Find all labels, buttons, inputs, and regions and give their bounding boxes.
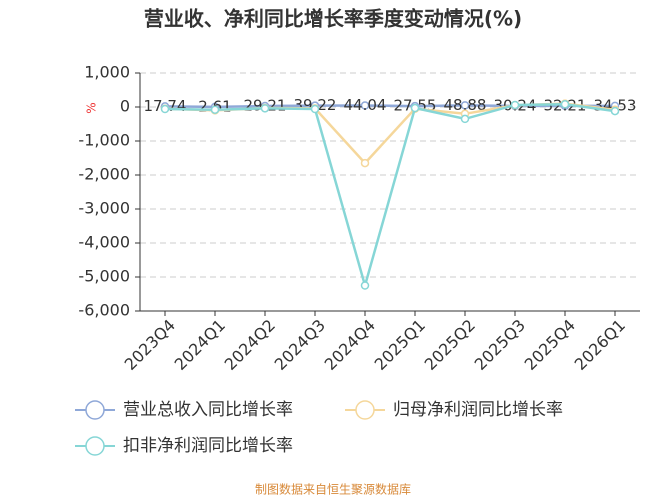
legend-marker — [85, 436, 105, 456]
legend-label: 营业总收入同比增长率 — [123, 400, 293, 420]
point — [610, 106, 620, 116]
x-tick-label: 2024Q1 — [171, 316, 229, 374]
series-line — [164, 103, 616, 291]
y-tick-label: -4,000 — [78, 233, 130, 252]
x-tick-label: 2025Q1 — [371, 316, 429, 374]
point — [460, 114, 470, 124]
footer: 制图数据来自恒生聚源数据库 — [255, 482, 411, 497]
x-tick-label: 2024Q2 — [221, 316, 279, 374]
point — [160, 104, 170, 114]
x-tick-label: 2026Q1 — [571, 316, 629, 374]
x-tick-label: 2025Q3 — [471, 316, 529, 374]
series-line — [164, 104, 616, 109]
point — [310, 104, 320, 114]
x-tick-label: 2025Q4 — [521, 316, 579, 374]
y-tick-label: 1,000 — [84, 63, 130, 82]
point — [360, 158, 370, 168]
data-label: 44.04 — [344, 96, 387, 114]
point — [410, 103, 420, 113]
point — [460, 101, 470, 110]
point — [210, 105, 220, 114]
y-tick-label: -3,000 — [78, 199, 130, 218]
x-tick-label: 2025Q2 — [421, 316, 479, 374]
point — [560, 100, 570, 109]
x-tick-label: 2023Q4 — [121, 316, 179, 374]
point — [260, 104, 270, 113]
x-tick-label: 2024Q3 — [271, 316, 329, 374]
legend-label: 归母净利润同比增长率 — [393, 400, 563, 420]
x-tick-label: 2024Q4 — [321, 316, 379, 374]
point — [360, 101, 370, 110]
y-tick-label: 0 — [120, 97, 130, 116]
chart-title: 营业收、净利同比增长率季度变动情况(%) — [144, 7, 522, 31]
y-tick-label: -2,000 — [78, 165, 130, 184]
point — [360, 281, 370, 290]
y-tick-label: -6,000 — [78, 301, 130, 320]
legend-label: 扣非净利润同比增长率 — [123, 436, 293, 456]
legend-marker — [85, 400, 105, 420]
point — [510, 100, 520, 110]
legend-marker — [355, 400, 375, 420]
data-label: 48.88 — [444, 96, 487, 114]
y-tick-label: -5,000 — [78, 267, 130, 286]
y-axis-label: % — [85, 102, 99, 113]
y-tick-label: -1,000 — [78, 131, 130, 150]
